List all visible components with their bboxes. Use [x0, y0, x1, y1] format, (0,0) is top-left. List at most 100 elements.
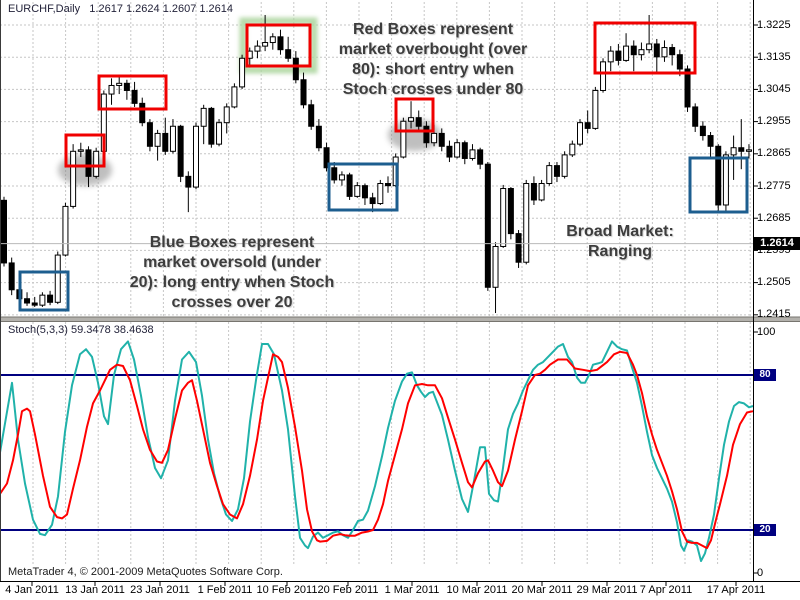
stoch-signal-line: [0, 350, 754, 550]
candle: [285, 49, 292, 59]
candle: [377, 183, 384, 205]
candle: [500, 188, 507, 247]
candle: [584, 122, 591, 129]
signal-box-red[interactable]: [64, 133, 106, 168]
copyright-text: MetaTrader 4, © 2001-2009 MetaQuotes Sof…: [8, 566, 283, 578]
candle: [738, 147, 745, 152]
candle: [62, 205, 69, 256]
candle: [123, 82, 130, 91]
candle: [116, 82, 123, 86]
candle: [185, 175, 192, 188]
candle: [423, 125, 430, 144]
candle: [308, 104, 315, 127]
signal-box-red[interactable]: [394, 97, 435, 133]
candle: [546, 165, 553, 185]
time-axis-label: 1 Mar 2011: [384, 584, 440, 596]
candle: [31, 302, 38, 306]
candle: [8, 262, 15, 291]
candle: [507, 188, 514, 235]
candle: [722, 154, 729, 206]
candle: [492, 245, 499, 288]
candle: [515, 233, 522, 263]
candle: [530, 183, 537, 201]
annotation-red-boxes[interactable]: Red Boxes represent market overbought (o…: [338, 21, 528, 98]
annotation-blue-boxes[interactable]: Blue Boxes represent market oversold (un…: [129, 234, 335, 311]
candle: [676, 54, 683, 70]
candle: [415, 117, 422, 127]
price-axis-label: 1.3225: [757, 18, 791, 31]
candle: [354, 185, 361, 197]
signal-box-blue[interactable]: [327, 162, 399, 212]
candle: [131, 89, 138, 104]
candle: [269, 36, 276, 44]
candle: [707, 135, 714, 147]
price-axis-label: 1.2775: [757, 179, 791, 192]
price-axis-label: 1.2415: [757, 308, 791, 321]
candle: [108, 84, 115, 95]
candle: [193, 125, 199, 188]
candle: [369, 197, 376, 205]
candle: [523, 183, 530, 263]
chart-title: EURCHF,Daily 1.2617 1.2624 1.2607 1.2614: [8, 3, 234, 15]
candle: [139, 102, 146, 124]
price-axis-label: 1.3135: [757, 50, 791, 63]
candle: [592, 89, 599, 129]
candle: [461, 142, 468, 159]
candle: [715, 145, 722, 206]
candle: [669, 47, 676, 56]
candle: [300, 79, 307, 106]
candle: [607, 50, 614, 63]
candle: [292, 57, 299, 81]
candle: [39, 294, 46, 306]
signal-box-red[interactable]: [97, 74, 168, 111]
signal-box-red[interactable]: [593, 21, 697, 75]
candle: [154, 132, 161, 147]
candle: [431, 132, 438, 144]
candle: [216, 122, 223, 145]
candle: [346, 174, 353, 197]
candle: [77, 149, 84, 152]
candle: [262, 42, 269, 47]
candle: [623, 45, 630, 61]
bid-price-badge: 1.2614: [754, 237, 800, 251]
candle: [446, 145, 453, 158]
signal-box-blue[interactable]: [18, 270, 70, 312]
candle: [277, 36, 284, 51]
candle: [684, 68, 691, 108]
candle: [223, 106, 230, 124]
candle: [315, 125, 322, 149]
time-axis-label: 20 Feb 2011: [317, 584, 379, 596]
candle: [438, 132, 445, 147]
price-axis-label: 1.2685: [757, 211, 791, 224]
signal-box-blue[interactable]: [688, 156, 749, 214]
signal-box-red[interactable]: [245, 23, 312, 68]
candle: [200, 107, 207, 127]
candle: [538, 183, 545, 201]
candle: [600, 61, 607, 91]
stoch-scale-0: 0: [757, 567, 764, 579]
price-axis-label: 1.2955: [757, 115, 791, 128]
candle: [400, 120, 407, 158]
candle: [561, 154, 568, 177]
price-axis-label: 1.2865: [757, 147, 791, 160]
time-axis-label: 4 Jan 2011: [5, 584, 59, 596]
axes: [0, 0, 800, 586]
candle: [70, 150, 77, 207]
candlestick-series: [1, 14, 752, 314]
candle: [361, 185, 368, 199]
candle: [169, 125, 176, 152]
candle: [577, 122, 583, 145]
candle: [338, 174, 345, 181]
annotation-broad-market[interactable]: Broad Market: Ranging: [566, 223, 674, 260]
price-axis-label: 1.2505: [757, 276, 791, 289]
candle: [630, 45, 637, 56]
candle: [146, 122, 153, 147]
candle: [661, 47, 668, 58]
candle: [638, 49, 645, 56]
candle: [646, 43, 653, 51]
candle: [477, 149, 484, 165]
time-axis-label: 23 Jan 2011: [130, 584, 190, 596]
annotation-boxes[interactable]: [18, 21, 749, 312]
